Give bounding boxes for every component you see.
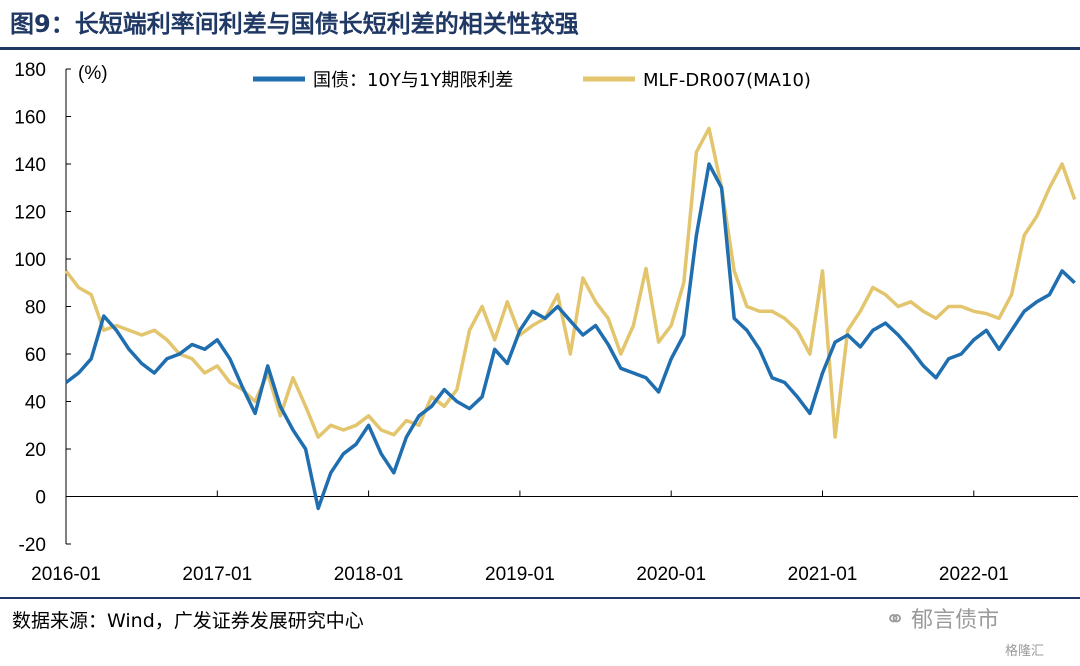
y-tick-label: 140 [14,155,46,176]
x-tick-label: 2017-01 [182,564,252,585]
y-tick-label: 100 [14,250,46,271]
legend: 国债：10Y与1Y期限利差 MLF-DR007(MA10) [253,70,811,91]
y-axis-unit: (%) [78,63,108,84]
axes-group: -20 0 20 40 60 80 100 120 140 160 180 (%) 2016-01 201… [14,60,1078,585]
y-tick-label: 40 [25,393,46,414]
plot-area [64,126,1077,511]
y-tick-label: 180 [14,60,46,81]
watermark-text: 郁言债市 [911,608,1000,633]
x-tick-label: 2016-01 [31,564,101,585]
y-tick-label: 160 [14,108,46,129]
chart-title: 图9：长短端利率间利差与国债长短利差的相关性较强 [10,10,579,38]
wechat-icon: ⚭ [885,605,906,633]
x-tick-label: 2020-01 [636,564,706,585]
legend-label-2: MLF-DR007(MA10) [643,70,811,91]
x-tick-label: 2022-01 [939,564,1009,585]
y-tick-label: 0 [35,488,46,509]
footer-divider [0,597,1080,599]
y-tick-label: 20 [25,440,46,461]
x-tick-label: 2018-01 [334,564,404,585]
brand-watermark: 格隆汇 [1005,644,1045,659]
source-note: 数据来源：Wind，广发证券发展研究中心 [12,610,364,632]
title-divider [0,47,1080,50]
legend-label-1: 国债：10Y与1Y期限利差 [313,70,513,91]
x-tick-label: 2021-01 [788,564,858,585]
y-tick-label: 60 [25,345,46,366]
line-chart: -20 0 20 40 60 80 100 120 140 160 180 (%) 2016-01 201… [14,60,1078,585]
series-line-1 [64,162,1076,511]
y-tick-label: -20 [19,535,46,556]
series-line-2 [64,126,1077,439]
y-tick-label: 120 [14,203,46,224]
x-tick-label: 2019-01 [485,564,555,585]
y-tick-label: 80 [25,298,46,319]
watermark: ⚭ 郁言债市 [885,602,999,634]
